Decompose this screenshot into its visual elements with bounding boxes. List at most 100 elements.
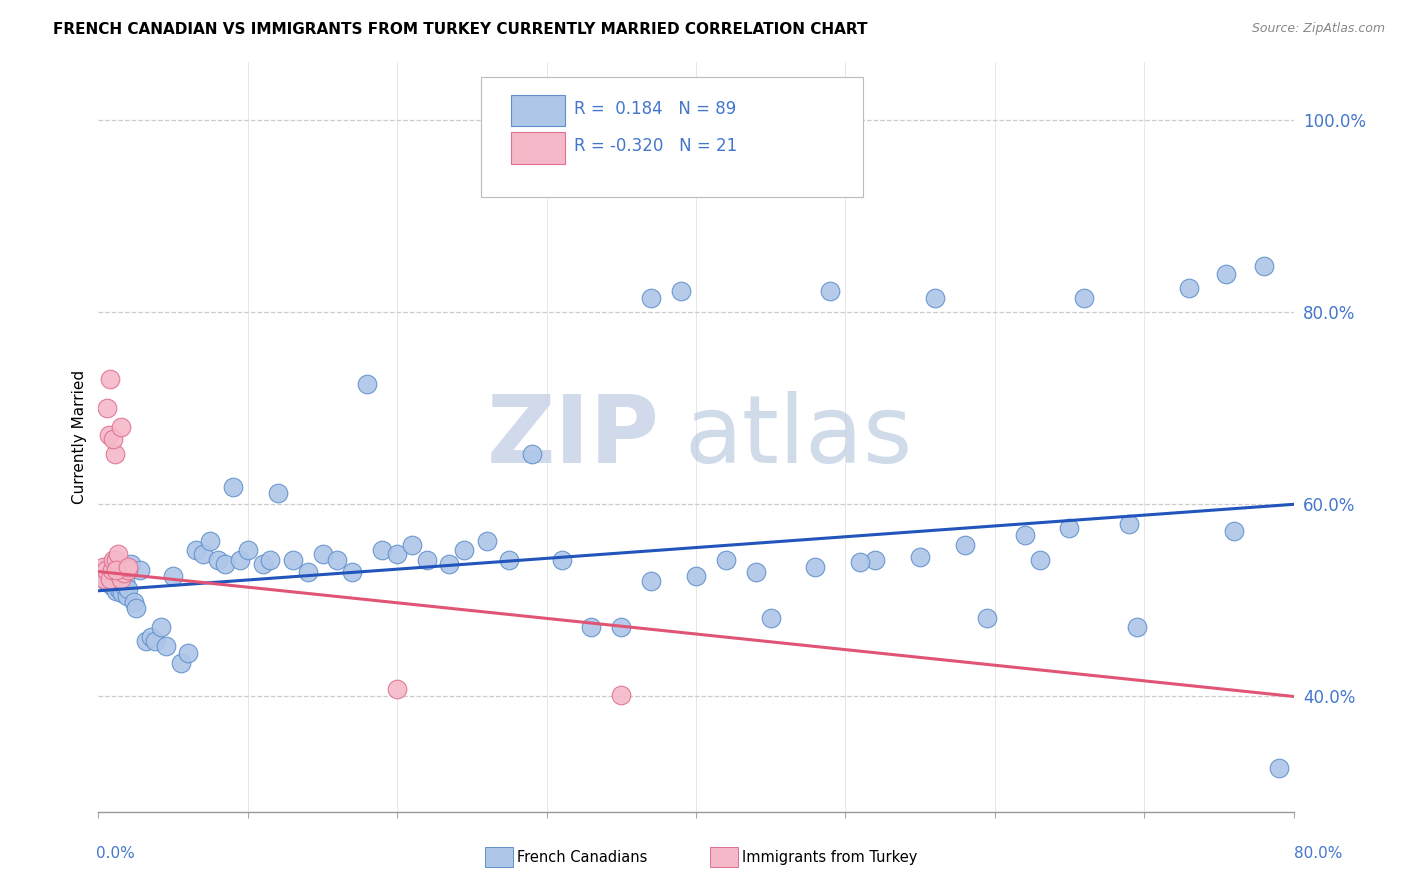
Point [297,565,319,579]
Point [101,579,124,593]
Point [439,557,461,571]
Point [267,485,290,500]
Point [111,585,134,599]
Point [103,555,125,569]
Point [953,538,976,552]
Text: Immigrants from Turkey: Immigrants from Turkey [742,850,918,864]
Point [110,572,132,586]
Text: 0.0%: 0.0% [96,847,135,861]
Point [1267,762,1289,776]
Point [103,569,125,583]
Point [91,559,114,574]
Point [610,620,633,634]
Point [191,547,214,561]
Point [1118,516,1140,531]
Point [356,377,378,392]
Text: ZIP: ZIP [488,391,661,483]
Point [342,565,364,579]
Point [114,574,136,589]
Point [252,557,274,571]
Point [1014,528,1036,542]
Point [184,543,207,558]
Point [96,559,118,574]
Point [236,543,259,558]
Point [976,610,998,624]
Point [135,633,157,648]
Point [416,553,439,567]
Point [98,372,122,386]
Point [214,557,236,571]
FancyBboxPatch shape [510,132,565,163]
Point [97,428,120,442]
Point [326,553,349,567]
Point [93,572,115,586]
Point [385,547,409,561]
Text: French Canadians: French Canadians [517,850,648,864]
Point [155,640,177,654]
Text: Source: ZipAtlas.com: Source: ZipAtlas.com [1251,22,1385,36]
Point [1028,553,1050,567]
Text: FRENCH CANADIAN VS IMMIGRANTS FROM TURKEY CURRENTLY MARRIED CORRELATION CHART: FRENCH CANADIAN VS IMMIGRANTS FROM TURKE… [53,22,868,37]
Point [117,559,139,574]
Point [1059,521,1081,535]
Point [169,656,191,670]
Point [110,569,132,583]
Point [475,533,498,548]
Point [200,533,222,548]
Point [110,420,132,434]
Point [107,547,129,561]
Point [108,582,131,596]
Point [104,576,127,591]
Point [117,563,139,577]
Point [371,543,394,558]
Point [385,681,409,696]
Point [908,550,931,565]
Point [207,553,229,567]
Point [143,633,166,648]
Point [103,432,125,446]
Point [115,589,138,603]
Point [1215,267,1237,281]
Point [112,579,135,593]
Point [222,480,245,494]
Point [610,688,633,702]
Point [129,563,152,577]
Point [177,646,200,660]
Point [1223,524,1246,539]
Point [91,565,114,579]
Point [117,582,139,596]
Point [93,569,115,583]
Point [112,566,135,581]
Point [104,447,127,461]
FancyBboxPatch shape [510,95,565,126]
Point [804,559,827,574]
Point [1073,291,1095,305]
Point [229,553,252,567]
Point [581,620,603,634]
Point [714,553,737,567]
Point [401,538,423,552]
Point [745,565,768,579]
Point [96,401,118,416]
Point [1178,281,1201,295]
Point [105,563,128,577]
Point [103,553,125,567]
Point [550,553,572,567]
Point [498,553,520,567]
Point [101,563,124,577]
Point [162,569,184,583]
Point [259,553,281,567]
Point [98,572,122,586]
Text: R = -0.320   N = 21: R = -0.320 N = 21 [574,137,737,155]
Point [759,610,782,624]
Text: atlas: atlas [685,391,912,483]
Point [139,630,162,644]
Point [865,553,887,567]
Point [849,555,872,569]
Point [640,291,662,305]
FancyBboxPatch shape [481,78,863,197]
Point [453,543,475,558]
Text: 80.0%: 80.0% [1295,847,1343,861]
Point [520,447,543,461]
Point [311,547,333,561]
